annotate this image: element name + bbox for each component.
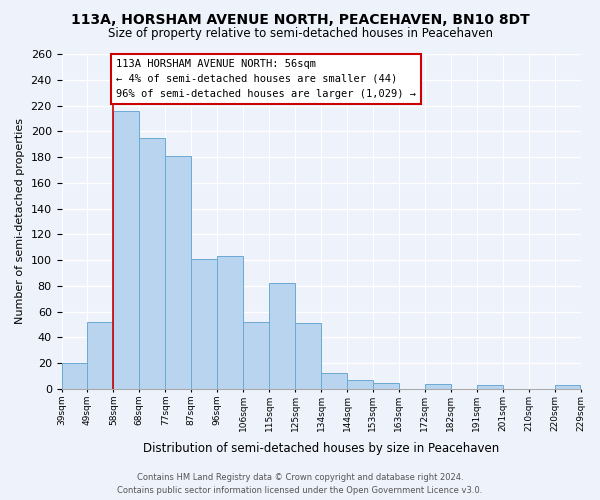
Text: 113A, HORSHAM AVENUE NORTH, PEACEHAVEN, BN10 8DT: 113A, HORSHAM AVENUE NORTH, PEACEHAVEN, …: [71, 12, 529, 26]
Bar: [269, 284, 295, 389]
Bar: [88, 322, 113, 389]
Text: Contains HM Land Registry data © Crown copyright and database right 2024.
Contai: Contains HM Land Registry data © Crown c…: [118, 474, 482, 495]
X-axis label: Distribution of semi-detached houses by size in Peacehaven: Distribution of semi-detached houses by …: [143, 442, 499, 455]
Bar: [425, 384, 451, 389]
Bar: [477, 385, 503, 389]
Bar: [243, 322, 269, 389]
Bar: [113, 110, 139, 389]
Bar: [139, 138, 166, 389]
Bar: [166, 156, 191, 389]
Bar: [321, 374, 347, 389]
Text: Size of property relative to semi-detached houses in Peacehaven: Size of property relative to semi-detach…: [107, 28, 493, 40]
Bar: [191, 259, 217, 389]
Bar: [217, 256, 243, 389]
Text: 113A HORSHAM AVENUE NORTH: 56sqm
← 4% of semi-detached houses are smaller (44)
9: 113A HORSHAM AVENUE NORTH: 56sqm ← 4% of…: [116, 59, 416, 99]
Bar: [62, 363, 88, 389]
Bar: [554, 385, 580, 389]
Y-axis label: Number of semi-detached properties: Number of semi-detached properties: [15, 118, 25, 324]
Bar: [295, 324, 321, 389]
Bar: [347, 380, 373, 389]
Bar: [373, 382, 399, 389]
